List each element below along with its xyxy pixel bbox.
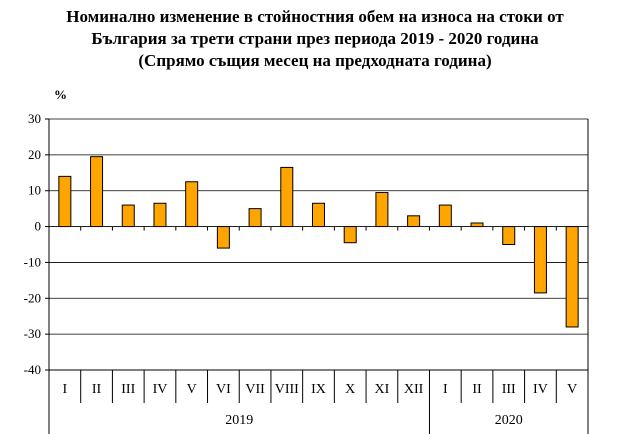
- y-tick-label-6: -30: [24, 326, 41, 341]
- bar-2: [121, 204, 135, 228]
- bar-10: [375, 192, 389, 228]
- x-category-label-6: VII: [245, 382, 265, 397]
- y-tick-label-0: 30: [28, 111, 41, 126]
- bar-1: [90, 156, 104, 228]
- year-label-2020: 2020: [495, 413, 523, 428]
- year-label-2019: 2019: [225, 413, 253, 428]
- chart-title: Номинално изменение в стойностния обем н…: [0, 6, 630, 72]
- bar-5: [216, 226, 230, 249]
- bar-16: [565, 226, 579, 328]
- title-line-2: България за трети страни през периода 20…: [91, 29, 539, 48]
- bar-11: [407, 215, 421, 228]
- x-category-label-15: IV: [533, 382, 548, 397]
- y-tick-label-1: 20: [28, 147, 41, 162]
- y-tick-label-5: -20: [24, 290, 41, 305]
- bar-3: [153, 202, 167, 228]
- bar-0: [58, 175, 72, 228]
- y-tick-labels: 30 20 10 0 -10 -20 -30 -40: [24, 111, 41, 377]
- x-category-label-2: III: [121, 382, 135, 397]
- gridlines: [45, 118, 588, 371]
- x-category-label-7: VIII: [275, 382, 299, 397]
- title-line-1: Номинално изменение в стойностния обем н…: [66, 7, 564, 26]
- y-tick-label-4: -10: [24, 254, 41, 269]
- bar-8: [312, 202, 325, 228]
- bar-7: [280, 166, 294, 228]
- y-tick-label-2: 10: [28, 183, 41, 198]
- y-tick-label-7: -40: [24, 362, 41, 377]
- y-axis-label: %: [54, 87, 67, 102]
- x-category-label-14: III: [502, 382, 516, 397]
- x-category-label-9: X: [345, 382, 355, 397]
- x-category-label-12: I: [443, 382, 448, 397]
- bar-13: [470, 222, 484, 228]
- x-category-label-1: II: [92, 382, 102, 397]
- x-category-label-16: V: [567, 382, 577, 397]
- bar-4: [185, 181, 199, 228]
- x-category-label-11: XII: [404, 382, 424, 397]
- x-category-label-3: IV: [153, 382, 168, 397]
- x-category-label-13: II: [472, 382, 482, 397]
- y-tick-label-3: 0: [35, 219, 42, 234]
- x-category-label-10: XI: [375, 382, 390, 397]
- bar-14: [502, 226, 516, 246]
- bar-12: [438, 204, 452, 228]
- x-category-label-4: V: [187, 382, 197, 397]
- x-category-labels: I II III IV V VI VII VIII IX X XI XII I II III IV V: [48, 370, 589, 434]
- x-category-label-0: I: [63, 382, 68, 397]
- bars: [58, 156, 579, 328]
- title-line-3: (Спрямо същия месец на предходната годин…: [138, 51, 492, 70]
- x-category-label-8: IX: [311, 382, 326, 397]
- x-category-label-5: VI: [216, 382, 231, 397]
- plot-frame: [48, 119, 589, 371]
- bar-9: [343, 226, 357, 244]
- bar-15: [533, 226, 547, 294]
- year-group-labels: 2019 2020: [225, 403, 523, 434]
- bar-6: [248, 208, 262, 228]
